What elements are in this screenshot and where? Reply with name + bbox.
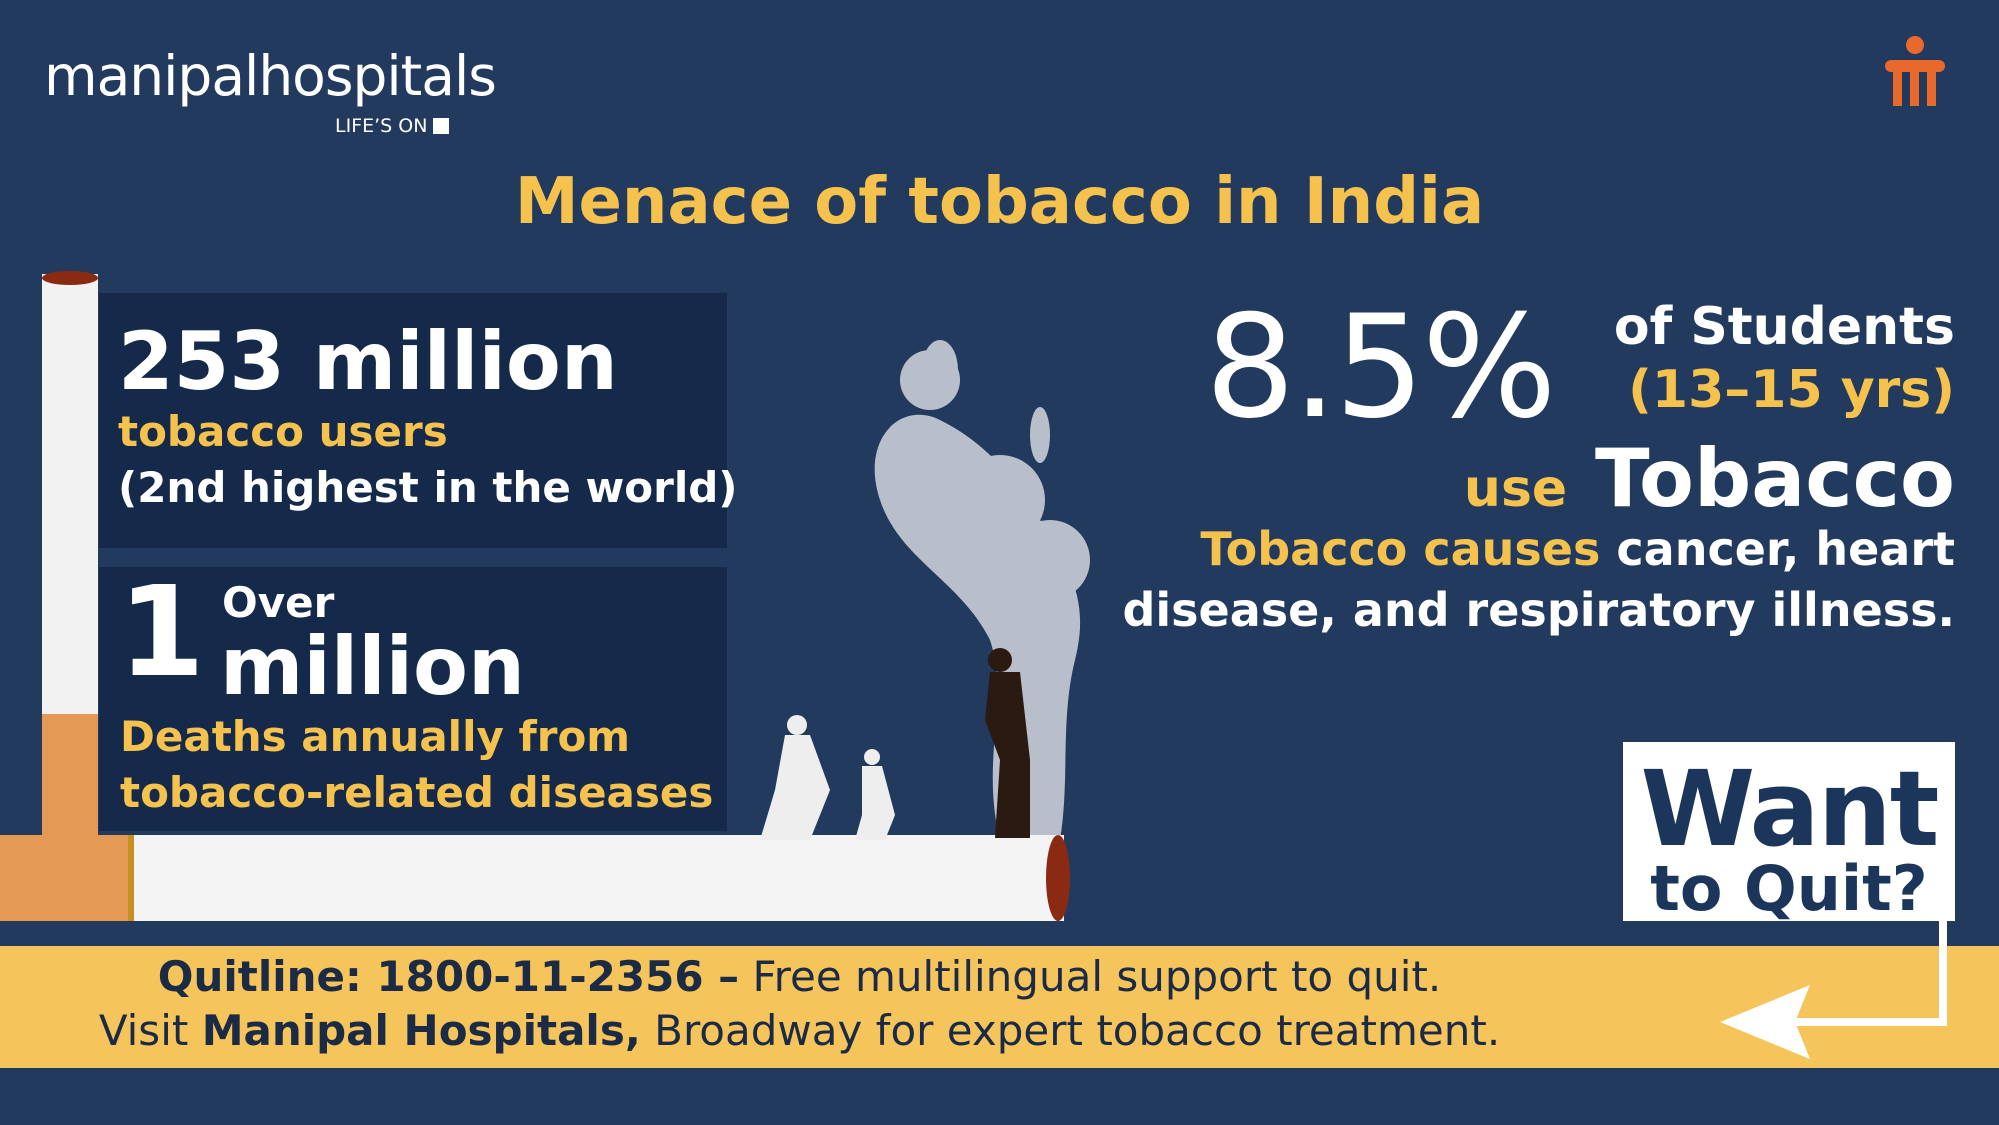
use-verb: use	[1463, 459, 1568, 519]
footer-line1: Quitline: 1800-11-2356 – Free multilingu…	[0, 952, 1999, 1001]
tagline-text: LIFE’S ON	[335, 115, 428, 137]
users-box	[99, 293, 727, 548]
visit: Visit	[98, 1006, 189, 1055]
students-percent: 8.5%	[1205, 285, 1557, 450]
students-group: of Students	[1613, 297, 1955, 357]
cta-line2: to Quit?	[1650, 852, 1928, 925]
visit-text: Broadway for expert tobacco treatment.	[654, 1006, 1501, 1055]
cta-line1: Want	[1640, 748, 1940, 870]
causes-line: Tobacco causes cancer, heart	[1200, 522, 1955, 576]
title: Menace of tobacco in India	[514, 165, 1485, 239]
logo-tagline: LIFE’S ON	[335, 115, 450, 137]
cigarette-tip	[1046, 835, 1070, 921]
corner-logo	[1885, 36, 1945, 106]
logo-name: manipalhospitals	[44, 44, 497, 108]
users-note: (2nd highest in the world)	[118, 463, 738, 512]
deaths-number: 1	[118, 560, 205, 705]
cigarette-paper	[42, 274, 98, 714]
cigarette-tip	[42, 271, 98, 285]
causes-text: cancer, heart	[1616, 522, 1955, 576]
cta-box	[1623, 742, 1955, 921]
students-age: (13–15 yrs)	[1628, 360, 1955, 420]
family-figures	[760, 715, 895, 840]
tagline-icon	[433, 118, 450, 134]
footer-band	[0, 946, 1999, 1068]
cigarette-paper	[134, 835, 1064, 921]
deaths-prefix: Over	[222, 578, 335, 627]
cigarette-filter	[0, 835, 132, 921]
footer-line2: Visit Manipal Hospitals, Broadway for ex…	[0, 1006, 1999, 1055]
students-use: use Tobacco	[1464, 432, 1955, 525]
smoker-figure	[985, 648, 1030, 838]
hospital-name: Manipal Hospitals,	[201, 1006, 641, 1055]
deaths-box	[99, 567, 727, 831]
deaths-label: tobacco-related diseases	[120, 768, 714, 817]
cta-arrow	[1760, 921, 1947, 1026]
quitline: Quitline: 1800-11-2356 –	[157, 952, 740, 1001]
causes-highlight: Tobacco causes	[1200, 522, 1601, 576]
deaths-label: Deaths annually from	[120, 712, 631, 761]
cigarette-filter	[42, 714, 98, 835]
cigarette-band	[128, 835, 134, 921]
causes-text: disease, and respiratory illness.	[1122, 583, 1955, 637]
cta-arrowhead	[1720, 985, 1810, 1059]
deaths-unit: million	[220, 620, 525, 713]
quitline-text: Free multilingual support to quit.	[752, 952, 1442, 1001]
smoke	[874, 340, 1090, 840]
users-label: tobacco users	[118, 407, 448, 456]
use-object: Tobacco	[1595, 432, 1955, 525]
users-number: 253 million	[118, 315, 618, 408]
